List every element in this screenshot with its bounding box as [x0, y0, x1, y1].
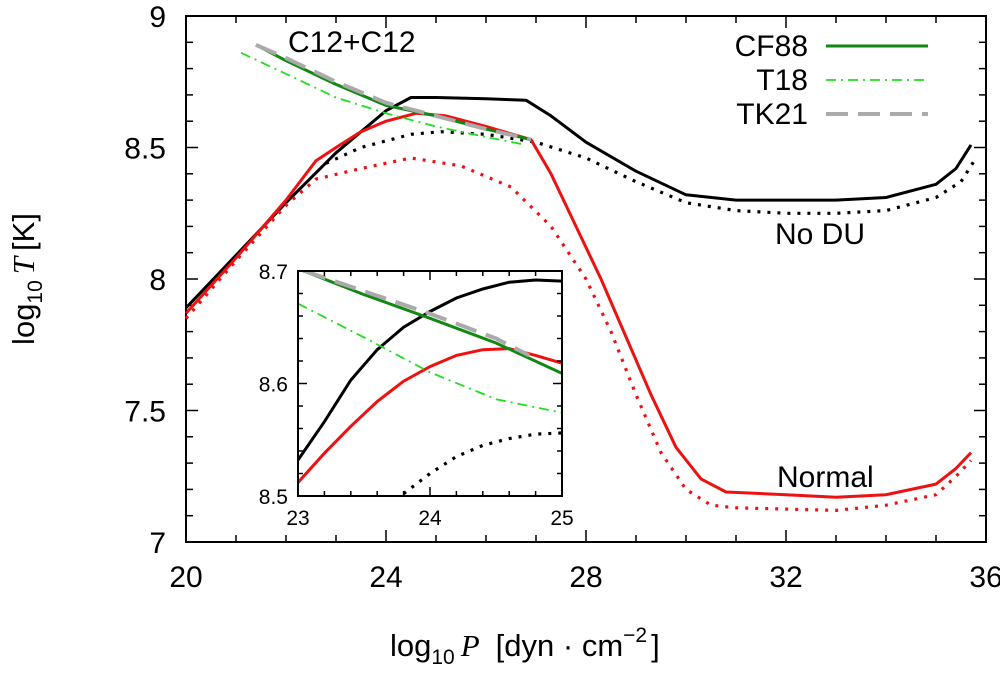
inset-y-tick-label: 8.5 — [259, 486, 288, 509]
inset-y-tick-label: 8.7 — [259, 261, 288, 284]
annotation-c12: C12+C12 — [288, 26, 416, 59]
inset-background — [298, 271, 562, 496]
legend-label-tk21: TK21 — [736, 98, 808, 131]
annotation-normal: Normal — [777, 461, 874, 494]
main-series — [184, 43, 978, 512]
inset-series-in_black — [298, 278, 562, 461]
y-axis-label-unit: [K] — [6, 213, 41, 251]
x-axis-label: log10 P [dyn · cm−2] — [390, 624, 660, 669]
x-axis-label-var: P — [460, 628, 480, 663]
series-nodu_dotted — [325, 130, 978, 215]
inset-series — [298, 271, 562, 495]
x-tick-label: 24 — [369, 561, 402, 594]
y-axis-label-prefix: log — [6, 304, 41, 345]
y-tick-label: 8 — [149, 264, 166, 297]
y-tick-label: 7.5 — [124, 396, 166, 429]
x-axis-label-sup: −2 — [623, 624, 647, 647]
x-axis-label-unit: [dyn · cm — [496, 628, 623, 663]
x-axis-label-close: ] — [651, 628, 660, 663]
y-tick-label: 7 — [149, 527, 166, 560]
series-normal_solid — [184, 111, 973, 499]
inset-series-in_cf88 — [299, 271, 562, 375]
x-tick-label: 28 — [569, 561, 602, 594]
inset-x-tick-label: 25 — [550, 507, 573, 530]
series-tk21 — [255, 43, 532, 142]
y-axis-label-var: T — [6, 254, 41, 274]
svg-text:log10T[K]: log10 T [K] — [6, 213, 47, 345]
y-tick-label: 9 — [149, 1, 166, 34]
x-axis-label-prefix: log — [390, 628, 431, 663]
inset-x-tick-label: 24 — [418, 507, 442, 530]
series-cf88 — [255, 43, 532, 142]
x-tick-label: 20 — [169, 561, 202, 594]
x-tick-label: 36 — [969, 561, 1000, 594]
inset-series-in_tk21 — [303, 271, 530, 358]
inset-y-tick-label: 8.6 — [259, 374, 288, 397]
inset-ticks: 23 24 25 8.5 8.6 8.7 — [259, 261, 574, 530]
series-normal_dotted — [184, 156, 973, 512]
y-axis-label-sub: 10 — [24, 280, 47, 303]
y-tick-label: 8.5 — [124, 133, 166, 166]
legend-label-t18: T18 — [756, 64, 808, 97]
main-ticks: 20 24 28 32 36 7 7.5 8 8.5 9 — [124, 1, 1000, 594]
x-axis-label-sub: 10 — [431, 646, 454, 669]
annotation-no-du: No DU — [775, 218, 865, 251]
series-nodu_solid — [184, 96, 973, 309]
inset-series-in_t18 — [298, 302, 562, 414]
y-axis-label: log10 T [K] — [6, 213, 47, 345]
x-tick-label: 32 — [769, 561, 802, 594]
inset-x-tick-label: 23 — [286, 507, 309, 530]
series-t18 — [240, 51, 527, 146]
legend-label-cf88: CF88 — [735, 30, 808, 63]
